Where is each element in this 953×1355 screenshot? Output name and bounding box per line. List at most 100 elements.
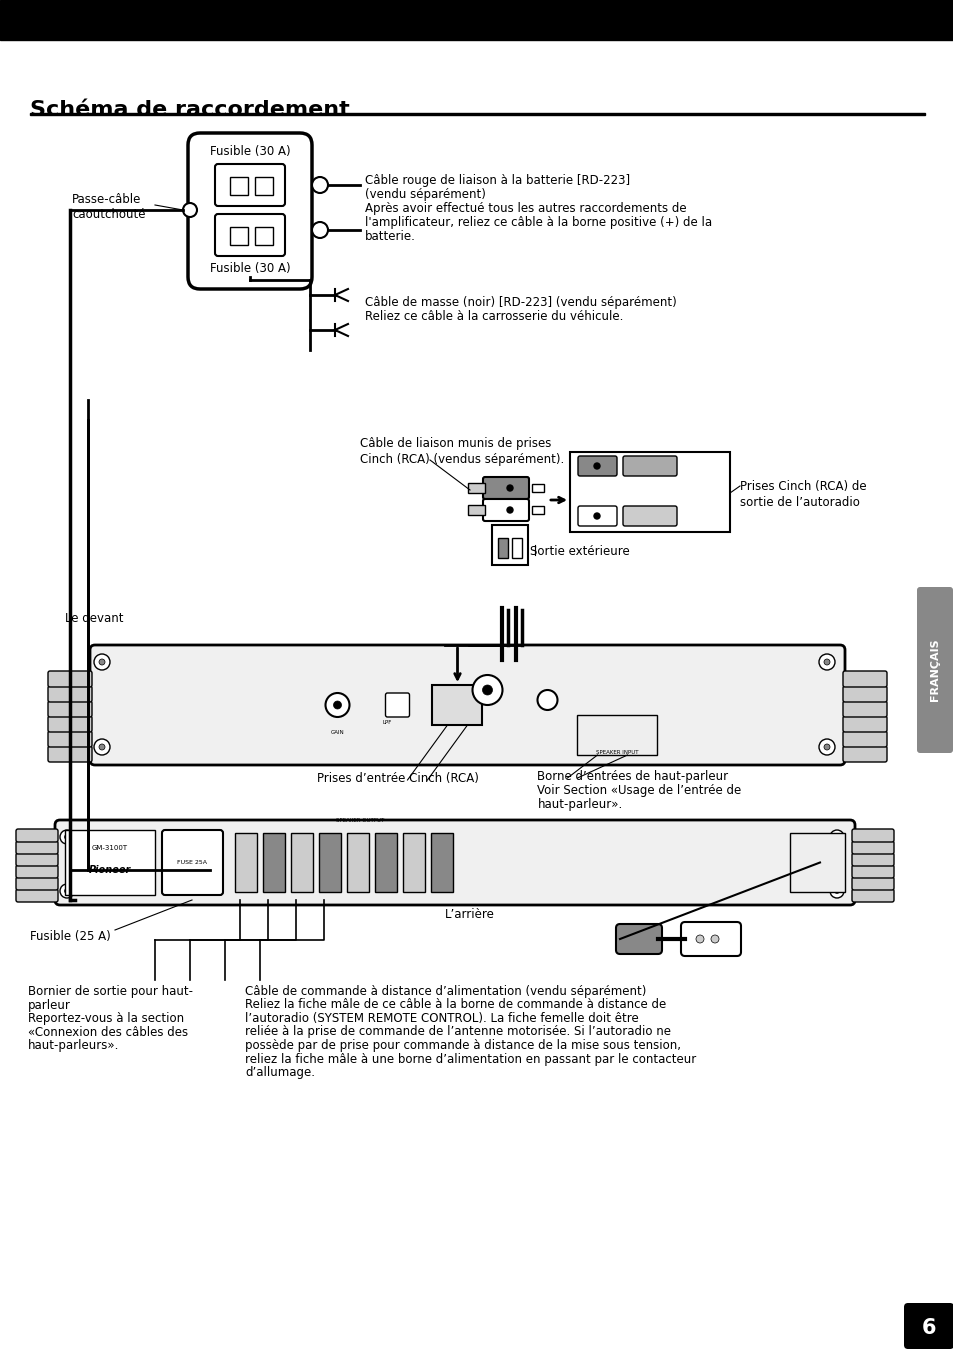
Circle shape bbox=[829, 883, 843, 898]
FancyBboxPatch shape bbox=[616, 924, 661, 954]
Circle shape bbox=[60, 883, 74, 898]
FancyBboxPatch shape bbox=[482, 477, 529, 499]
Bar bbox=[291, 833, 313, 892]
Circle shape bbox=[506, 507, 513, 514]
FancyBboxPatch shape bbox=[842, 747, 886, 762]
Bar bbox=[375, 833, 396, 892]
Text: Reliez la fiche mâle de ce câble à la borne de commande à distance de: Reliez la fiche mâle de ce câble à la bo… bbox=[245, 999, 665, 1011]
Circle shape bbox=[482, 686, 492, 695]
Circle shape bbox=[472, 675, 502, 705]
Bar bbox=[532, 505, 543, 514]
Circle shape bbox=[183, 203, 196, 217]
Circle shape bbox=[710, 935, 719, 943]
Text: d’allumage.: d’allumage. bbox=[245, 1066, 314, 1079]
Bar bbox=[789, 833, 844, 892]
Circle shape bbox=[334, 701, 341, 709]
Text: reliée à la prise de commande de l’antenne motorisée. Si l’autoradio ne: reliée à la prise de commande de l’anten… bbox=[245, 1026, 670, 1038]
Text: (vendu séparément): (vendu séparément) bbox=[365, 188, 485, 201]
Bar bbox=[0, 0, 953, 41]
Bar bbox=[432, 686, 482, 725]
Text: parleur: parleur bbox=[28, 999, 71, 1011]
FancyBboxPatch shape bbox=[842, 671, 886, 687]
Text: Schéma de raccordement: Schéma de raccordement bbox=[30, 100, 350, 121]
Text: Fusible (25 A): Fusible (25 A) bbox=[30, 930, 111, 943]
Circle shape bbox=[823, 659, 829, 665]
FancyBboxPatch shape bbox=[851, 877, 893, 890]
Text: FUSE 25A: FUSE 25A bbox=[177, 860, 207, 864]
Circle shape bbox=[818, 654, 834, 669]
Bar bbox=[468, 505, 484, 515]
Text: SPEAKER OUTPUT: SPEAKER OUTPUT bbox=[335, 818, 384, 822]
Text: Le devant: Le devant bbox=[65, 612, 123, 625]
Circle shape bbox=[94, 654, 110, 669]
FancyBboxPatch shape bbox=[842, 715, 886, 732]
Bar bbox=[234, 833, 256, 892]
Text: Reliez ce câble à la carrosserie du véhicule.: Reliez ce câble à la carrosserie du véhi… bbox=[365, 310, 622, 322]
Text: possède par de prise pour commande à distance de la mise sous tension,: possède par de prise pour commande à dis… bbox=[245, 1039, 680, 1051]
Text: L’arrière: L’arrière bbox=[444, 908, 495, 921]
Circle shape bbox=[312, 222, 328, 238]
Text: Prises d’entrée Cinch (RCA): Prises d’entrée Cinch (RCA) bbox=[317, 772, 478, 785]
Text: Câble de masse (noir) [RD-223] (vendu séparément): Câble de masse (noir) [RD-223] (vendu sé… bbox=[365, 295, 676, 309]
Text: Après avoir effectué tous les autres raccordements de: Après avoir effectué tous les autres rac… bbox=[365, 202, 686, 215]
Circle shape bbox=[99, 744, 105, 751]
FancyBboxPatch shape bbox=[48, 715, 91, 732]
Bar bbox=[569, 453, 729, 533]
Circle shape bbox=[325, 692, 349, 717]
FancyBboxPatch shape bbox=[851, 829, 893, 841]
Bar bbox=[512, 538, 521, 558]
Text: Câble de liaison munis de prises: Câble de liaison munis de prises bbox=[359, 438, 551, 450]
FancyBboxPatch shape bbox=[482, 499, 529, 522]
Bar bbox=[492, 524, 527, 565]
Bar bbox=[402, 833, 424, 892]
Circle shape bbox=[829, 831, 843, 844]
Bar bbox=[532, 484, 543, 492]
Text: GAIN: GAIN bbox=[331, 730, 344, 734]
FancyBboxPatch shape bbox=[214, 214, 285, 256]
Bar bbox=[431, 833, 453, 892]
FancyBboxPatch shape bbox=[842, 730, 886, 747]
Text: Passe-câble
caoutchouté: Passe-câble caoutchouté bbox=[71, 192, 146, 221]
FancyBboxPatch shape bbox=[214, 164, 285, 206]
Text: «Connexion des câbles des: «Connexion des câbles des bbox=[28, 1026, 188, 1038]
Text: SPEAKER INPUT: SPEAKER INPUT bbox=[596, 751, 639, 755]
Bar bbox=[577, 715, 657, 755]
FancyBboxPatch shape bbox=[16, 877, 58, 890]
Bar bbox=[254, 178, 273, 195]
FancyBboxPatch shape bbox=[48, 686, 91, 702]
FancyBboxPatch shape bbox=[578, 457, 617, 476]
Circle shape bbox=[60, 831, 74, 844]
Text: Cinch (RCA) (vendus séparément).: Cinch (RCA) (vendus séparément). bbox=[359, 453, 563, 466]
Circle shape bbox=[823, 744, 829, 751]
Circle shape bbox=[594, 463, 599, 469]
Bar bbox=[65, 831, 154, 896]
FancyBboxPatch shape bbox=[48, 747, 91, 762]
Circle shape bbox=[818, 738, 834, 755]
Bar bbox=[254, 228, 273, 245]
Text: l’autoradio (SYSTEM REMOTE CONTROL). La fiche femelle doit être: l’autoradio (SYSTEM REMOTE CONTROL). La … bbox=[245, 1012, 639, 1024]
FancyBboxPatch shape bbox=[622, 457, 677, 476]
Circle shape bbox=[594, 514, 599, 519]
Text: 6: 6 bbox=[921, 1318, 935, 1337]
Bar bbox=[497, 538, 507, 558]
FancyBboxPatch shape bbox=[16, 829, 58, 841]
FancyBboxPatch shape bbox=[851, 889, 893, 902]
Circle shape bbox=[65, 889, 70, 893]
FancyBboxPatch shape bbox=[916, 587, 952, 753]
Text: GM-3100T: GM-3100T bbox=[91, 844, 128, 851]
FancyBboxPatch shape bbox=[48, 671, 91, 687]
Text: Voir Section «Usage de l’entrée de: Voir Section «Usage de l’entrée de bbox=[537, 785, 741, 797]
FancyBboxPatch shape bbox=[16, 864, 58, 878]
Bar bbox=[230, 228, 248, 245]
FancyBboxPatch shape bbox=[903, 1304, 953, 1350]
Circle shape bbox=[537, 690, 557, 710]
Text: batterie.: batterie. bbox=[365, 230, 416, 243]
FancyBboxPatch shape bbox=[578, 505, 617, 526]
Text: Pioneer: Pioneer bbox=[89, 864, 131, 875]
Circle shape bbox=[99, 659, 105, 665]
FancyBboxPatch shape bbox=[680, 921, 740, 957]
Text: Reportez-vous à la section: Reportez-vous à la section bbox=[28, 1012, 184, 1024]
Circle shape bbox=[834, 889, 839, 893]
Bar bbox=[347, 833, 369, 892]
Text: FRANÇAIS: FRANÇAIS bbox=[929, 638, 939, 702]
